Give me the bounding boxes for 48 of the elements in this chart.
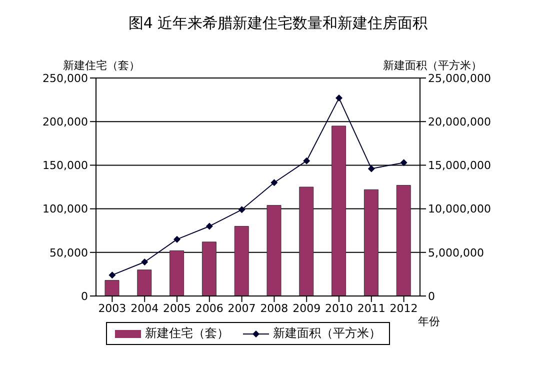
x-tick-label: 2009	[292, 302, 321, 315]
bar	[104, 280, 120, 296]
y-tick-label: 50,000	[50, 246, 88, 260]
point	[238, 206, 246, 214]
x-axis-title: 年份	[418, 314, 440, 329]
y-tick-label: 100,000	[42, 202, 88, 216]
bar	[364, 189, 378, 296]
bar	[234, 226, 249, 296]
chart-title: 图4 近年来希腊新建住宅数量和新建住房面积	[127, 14, 429, 33]
y2-tick-label: 25,000,000	[428, 72, 491, 85]
y2-axis-title: 新建面积（平方米）	[383, 58, 482, 73]
legend-label: 新建住宅（套）	[144, 325, 229, 342]
x-tick-label: 2012	[390, 302, 418, 315]
point	[174, 236, 180, 243]
x-tick-label: 2003	[98, 302, 126, 315]
y2-tick-label: 15,000,000	[428, 159, 491, 172]
x-tick-label: 2005	[163, 302, 191, 315]
bar	[266, 205, 282, 296]
y2-tick-label: 5,000,000	[428, 246, 484, 260]
bar	[332, 126, 346, 296]
bar	[396, 185, 411, 296]
y2-tick-label: 10,000,000	[428, 202, 491, 216]
bar	[299, 186, 314, 296]
bar	[137, 270, 152, 296]
point	[270, 179, 278, 186]
y2-tick-label: 20,000,000	[428, 116, 491, 129]
bar	[202, 242, 216, 296]
x-tick-label: 2008	[260, 302, 288, 315]
x-tick-label: 2006	[195, 302, 224, 315]
legend-label: 新建面积（平方米）	[272, 325, 381, 342]
bar	[170, 250, 184, 296]
x-tick-label: 2004	[130, 302, 159, 315]
x-tick-label: 2007	[228, 302, 256, 315]
y-tick-label: 250,000	[42, 72, 88, 85]
point	[303, 157, 310, 164]
point	[336, 94, 342, 102]
y-tick-label: 150,000	[42, 159, 88, 172]
y-axis-title: 新建住宅（套）	[63, 58, 140, 73]
point	[206, 222, 213, 230]
y2-tick-label: 0	[428, 290, 435, 303]
point	[108, 272, 116, 279]
point	[141, 258, 148, 266]
point	[400, 159, 408, 166]
y-tick-label: 200,000	[42, 116, 88, 129]
x-tick-label: 2011	[357, 302, 386, 315]
y-tick-label: 0	[81, 290, 88, 303]
point	[368, 165, 375, 172]
x-tick-label: 2010	[325, 302, 353, 315]
